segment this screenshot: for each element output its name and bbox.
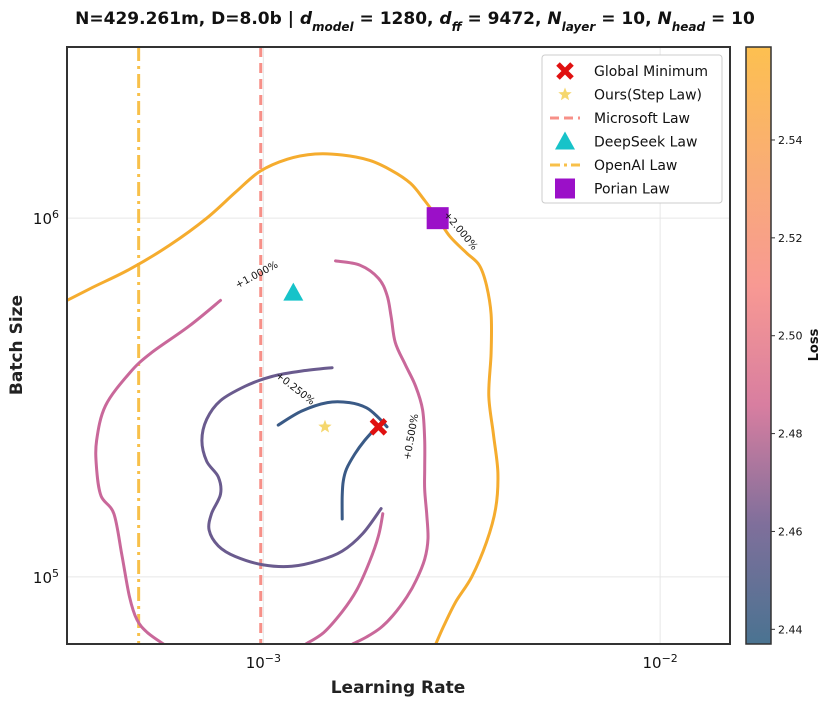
legend-label: Global Minimum	[594, 64, 708, 80]
legend-swatch-global-minimum	[556, 62, 574, 80]
x-tick-label: 10−3	[246, 652, 281, 673]
legend-swatch-ours	[558, 87, 572, 101]
chart-title: N=429.261m, D=8.0b | dmodel = 1280, dff …	[75, 9, 755, 34]
y-axis-label: Batch Size	[7, 295, 27, 395]
porian-law-marker	[426, 207, 449, 230]
colorbar-label: Loss	[807, 328, 822, 361]
global-minimum-marker	[369, 418, 388, 436]
colorbar-tick-label: 2.46	[778, 525, 803, 538]
x-tick-label: 10−2	[642, 652, 677, 673]
contour-label: +0.500%	[402, 413, 421, 461]
contour-line	[340, 423, 380, 521]
plot-frame	[66, 46, 731, 645]
legend-box	[541, 54, 723, 204]
legend-label: Porian Law	[594, 182, 670, 198]
contour-line	[94, 298, 222, 644]
colorbar-bar	[745, 46, 772, 645]
x-axis-label: Learning Rate	[331, 678, 466, 698]
legend-label: DeepSeek Law	[594, 135, 697, 151]
contour-line	[200, 366, 383, 569]
legend-swatch-porian	[555, 178, 575, 199]
contour-label: +0.250%	[273, 370, 316, 407]
legend-swatch-deepseek	[555, 131, 575, 150]
contour-line	[304, 512, 385, 644]
plot-area	[67, 47, 500, 644]
y-tick-label: 105	[33, 566, 59, 587]
legend: Global Minimum Ours(Step Law) Microsoft La…	[541, 54, 723, 204]
contour-label: +1.000%	[234, 260, 280, 292]
contour-line	[276, 400, 389, 429]
colorbar-tick-label: 2.44	[778, 623, 803, 636]
axis-ticks: 10−3 10−2 105 106	[33, 208, 678, 672]
contour-labels: +0.250%+0.500%+1.000%+2.000%	[234, 210, 480, 461]
colorbar-tick-label: 2.52	[778, 232, 803, 245]
y-tick-label: 106	[33, 208, 59, 229]
legend-label: Microsoft Law	[594, 111, 690, 127]
colorbar: Loss 2.44 2.46 2.48 2.50 2.52 2.54	[745, 46, 822, 645]
colorbar-tick-label: 2.54	[778, 134, 803, 147]
colorbar-tick-label: 2.50	[778, 330, 803, 343]
legend-label: Ours(Step Law)	[594, 88, 702, 104]
colorbar-tick-label: 2.48	[778, 428, 803, 441]
deepseek-law-marker	[283, 282, 304, 301]
ours-step-law-marker	[318, 419, 332, 433]
contour-line	[334, 259, 430, 644]
legend-label: OpenAI Law	[594, 158, 677, 174]
